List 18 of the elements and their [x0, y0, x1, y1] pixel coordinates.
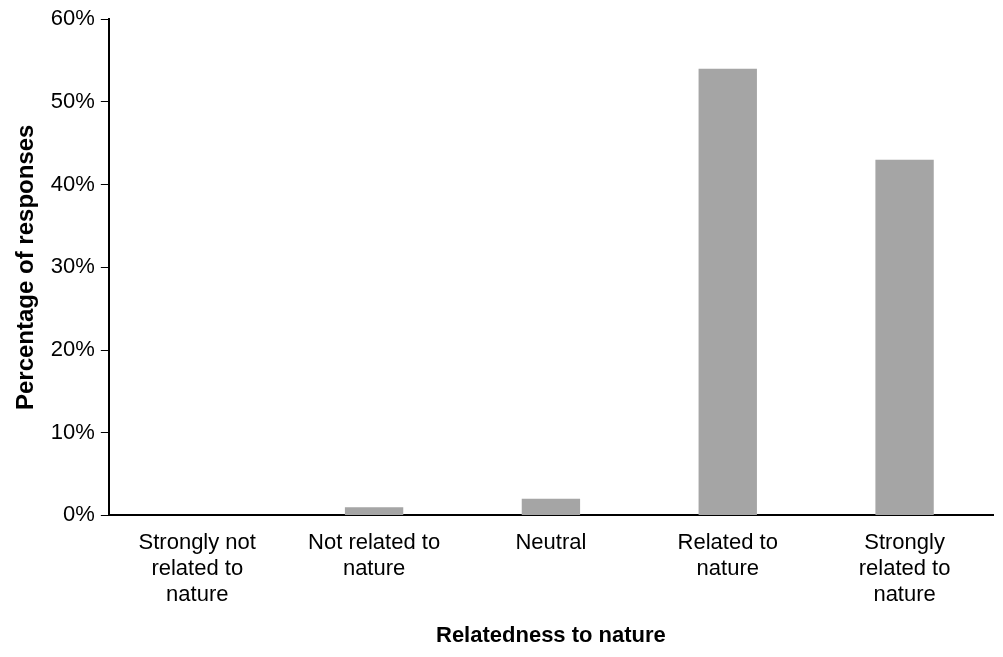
bar	[698, 68, 757, 515]
bar	[875, 159, 934, 515]
bar	[344, 507, 404, 515]
y-tick-label: 10%	[50, 418, 95, 444]
y-tick-label: 30%	[50, 253, 95, 279]
y-tick-label: 50%	[50, 87, 95, 113]
y-tick-label: 60%	[50, 5, 95, 31]
x-tick-label: Not related to nature	[308, 528, 441, 581]
y-tick-label: 20%	[50, 336, 95, 362]
y-axis-title: Percentage of responses	[11, 124, 39, 411]
x-tick-label: Related to nature	[677, 528, 778, 581]
x-axis-title: Relatedness to nature	[435, 621, 666, 647]
y-tick-label: 0%	[63, 501, 95, 527]
x-tick-label: Strongly not related to nature	[138, 528, 256, 607]
x-tick-label: Strongly related to nature	[858, 528, 951, 607]
y-tick-label: 40%	[50, 170, 95, 196]
x-tick-label: Neutral	[515, 528, 587, 554]
bar	[521, 498, 581, 515]
